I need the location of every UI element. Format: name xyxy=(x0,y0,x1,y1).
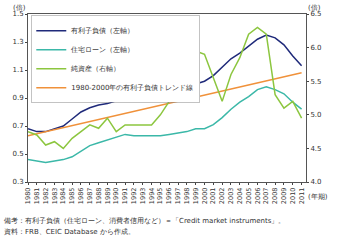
svg-text:1983: 1983 xyxy=(51,188,59,205)
svg-text:1984: 1984 xyxy=(59,188,67,205)
svg-text:2006: 2006 xyxy=(254,188,262,205)
svg-text:2010: 2010 xyxy=(289,188,297,205)
svg-text:2007: 2007 xyxy=(262,188,270,205)
svg-text:2004: 2004 xyxy=(236,188,244,205)
svg-text:2009: 2009 xyxy=(280,188,288,205)
svg-text:2003: 2003 xyxy=(227,188,235,205)
svg-text:1.1: 1.1 xyxy=(12,66,23,74)
svg-text:1.5: 1.5 xyxy=(12,10,23,18)
svg-text:4.0: 4.0 xyxy=(310,178,321,186)
svg-text:1993: 1993 xyxy=(139,188,147,205)
svg-text:2002: 2002 xyxy=(218,188,226,205)
svg-text:1987: 1987 xyxy=(86,188,94,205)
svg-text:2005: 2005 xyxy=(245,188,253,205)
svg-text:(倍): (倍) xyxy=(308,4,321,12)
svg-text:5.5: 5.5 xyxy=(310,78,321,86)
svg-text:1981: 1981 xyxy=(33,188,41,205)
svg-text:0.9: 0.9 xyxy=(12,94,23,102)
svg-text:有利子負債（左軸）: 有利子負債（左軸） xyxy=(71,27,134,35)
svg-text:(年期): (年期) xyxy=(308,193,328,201)
svg-text:5.0: 5.0 xyxy=(310,111,321,119)
svg-text:1998: 1998 xyxy=(183,188,191,205)
svg-text:1.3: 1.3 xyxy=(12,38,23,46)
svg-text:1985: 1985 xyxy=(68,188,76,205)
svg-text:2011: 2011 xyxy=(298,188,306,205)
svg-text:0.7: 0.7 xyxy=(12,122,23,130)
svg-text:1988: 1988 xyxy=(95,188,103,205)
svg-text:住宅ローン（左軸）: 住宅ローン（左軸） xyxy=(70,46,134,54)
svg-text:1999: 1999 xyxy=(192,188,200,205)
svg-text:6.0: 6.0 xyxy=(310,44,321,52)
svg-text:1982: 1982 xyxy=(42,188,50,205)
svg-text:資料：FRB、CEIC Database から作成。: 資料：FRB、CEIC Database から作成。 xyxy=(4,228,135,236)
svg-text:1994: 1994 xyxy=(148,188,156,205)
svg-text:1996: 1996 xyxy=(165,188,173,205)
svg-text:1980: 1980 xyxy=(24,188,32,205)
svg-text:1990: 1990 xyxy=(112,188,120,205)
svg-text:備考：有利子負債（住宅ローン、消費者信用など）＝「Credi: 備考：有利子負債（住宅ローン、消費者信用など）＝「Credit market i… xyxy=(4,217,285,225)
svg-text:0.5: 0.5 xyxy=(12,150,23,158)
svg-text:2000: 2000 xyxy=(201,188,209,205)
svg-text:0.3: 0.3 xyxy=(12,178,23,186)
svg-text:(倍): (倍) xyxy=(13,4,26,12)
svg-text:1995: 1995 xyxy=(156,188,164,205)
svg-text:1986: 1986 xyxy=(77,188,85,205)
svg-text:1991: 1991 xyxy=(121,188,129,205)
svg-text:1989: 1989 xyxy=(104,188,112,205)
svg-text:6.5: 6.5 xyxy=(310,10,321,18)
svg-text:純資産（右軸）: 純資産（右軸） xyxy=(71,65,120,73)
svg-text:1992: 1992 xyxy=(130,188,138,205)
svg-text:1997: 1997 xyxy=(174,188,182,205)
svg-text:2008: 2008 xyxy=(271,188,279,205)
svg-text:2001: 2001 xyxy=(209,188,217,205)
svg-text:4.5: 4.5 xyxy=(310,145,321,153)
svg-text:1980-2000年の有利子負債トレンド線: 1980-2000年の有利子負債トレンド線 xyxy=(71,84,193,92)
